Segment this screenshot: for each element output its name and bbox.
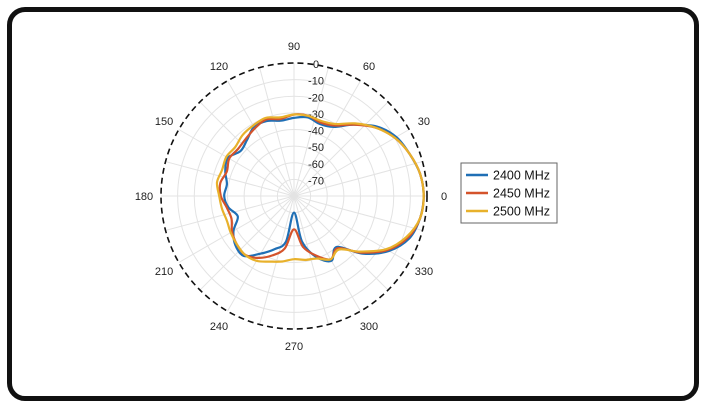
radius-tick-label: -40: [308, 126, 324, 138]
radius-tick-label: -20: [308, 92, 324, 104]
radius-tick-label: -10: [308, 76, 324, 88]
angle-tick-label: 120: [210, 61, 228, 73]
grid-spoke: [227, 80, 295, 197]
grid-spoke: [259, 195, 295, 325]
grid-spoke: [293, 129, 410, 197]
grid-spoke: [199, 195, 295, 291]
grid-spoke: [293, 195, 423, 231]
legend: 2400 MHz 2450 MHz 2500 MHz: [460, 162, 558, 224]
angle-tick-label: 210: [155, 266, 173, 278]
legend-label: 2400 MHz: [493, 169, 550, 183]
grid-spoke: [178, 195, 295, 263]
series-line-2500-mhz: [215, 113, 425, 263]
grid-spoke: [178, 129, 295, 197]
grid-spoke: [293, 195, 329, 325]
angle-tick-label: 30: [418, 116, 430, 128]
legend-label: 2500 MHz: [493, 205, 550, 219]
grid-spoke: [259, 67, 295, 197]
angle-tick-labels: 0 30 60 90 120 150 180 210 240 270 300 330: [135, 41, 447, 353]
polar-grid: [160, 62, 428, 330]
reference-circle: [160, 62, 428, 330]
angle-tick-label: 0: [441, 191, 447, 203]
grid-spoke: [293, 67, 329, 197]
grid-spoke: [293, 161, 423, 197]
angle-tick-label: 330: [415, 266, 433, 278]
angle-tick-label: 90: [288, 41, 300, 53]
angle-tick-label: 240: [210, 321, 228, 333]
radius-tick-label: 0: [313, 59, 319, 71]
grid-spoke: [293, 195, 361, 312]
angle-tick-label: 270: [285, 341, 303, 353]
series-line-2400-mhz: [223, 115, 425, 263]
legend-label: 2450 MHz: [493, 187, 550, 201]
radius-tick-label: -50: [308, 142, 324, 154]
angle-tick-label: 180: [135, 191, 153, 203]
grid-spoke: [165, 161, 295, 197]
chart-frame: [7, 7, 699, 401]
angle-tick-label: 60: [363, 61, 375, 73]
grid-spoke: [293, 80, 361, 197]
grid-spoke: [293, 195, 389, 291]
radius-tick-label: -60: [308, 159, 324, 171]
grid-spoke: [293, 101, 389, 197]
angle-tick-label: 150: [155, 116, 173, 128]
angle-tick-label: 300: [360, 321, 378, 333]
radius-tick-label: -70: [308, 175, 324, 187]
series-layer: [215, 113, 425, 263]
grid-spoke: [199, 101, 295, 197]
